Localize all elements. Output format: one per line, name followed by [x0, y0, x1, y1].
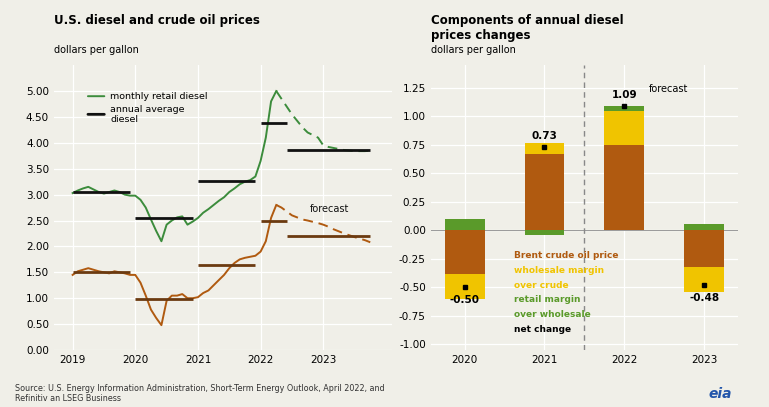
Bar	[684, 230, 724, 267]
Text: retail margin: retail margin	[514, 295, 581, 304]
Text: U.S. diesel and crude oil prices: U.S. diesel and crude oil prices	[54, 14, 260, 27]
Text: Components of annual diesel
prices changes: Components of annual diesel prices chang…	[431, 14, 623, 42]
Text: wholesale margin: wholesale margin	[514, 266, 604, 275]
Bar	[604, 145, 644, 230]
Text: annual average
diesel: annual average diesel	[110, 105, 185, 124]
Text: forecast: forecast	[309, 204, 349, 214]
Bar	[604, 106, 644, 111]
Text: 0.73: 0.73	[531, 131, 558, 142]
Text: net change: net change	[514, 325, 571, 334]
Text: -0.48: -0.48	[689, 293, 719, 303]
Bar	[444, 274, 484, 299]
Bar	[604, 111, 644, 145]
Text: dollars per gallon: dollars per gallon	[54, 45, 138, 55]
Text: eia: eia	[708, 387, 732, 401]
Text: Source: U.S. Energy Information Administration, Short-Term Energy Outlook, April: Source: U.S. Energy Information Administ…	[15, 383, 385, 403]
Text: over crude: over crude	[514, 280, 569, 289]
Text: over wholesale: over wholesale	[514, 310, 591, 319]
Bar	[524, 142, 564, 154]
Text: 1.09: 1.09	[611, 90, 638, 101]
Bar	[444, 219, 484, 230]
Bar	[524, 230, 564, 235]
Bar	[684, 223, 724, 230]
Text: forecast: forecast	[648, 85, 687, 94]
Bar	[684, 267, 724, 292]
Text: dollars per gallon: dollars per gallon	[431, 45, 515, 55]
Text: monthly retail diesel: monthly retail diesel	[110, 92, 208, 101]
Text: Brent crude oil price: Brent crude oil price	[514, 251, 618, 260]
Bar	[524, 154, 564, 230]
Bar	[444, 230, 484, 274]
Text: -0.50: -0.50	[450, 295, 480, 305]
